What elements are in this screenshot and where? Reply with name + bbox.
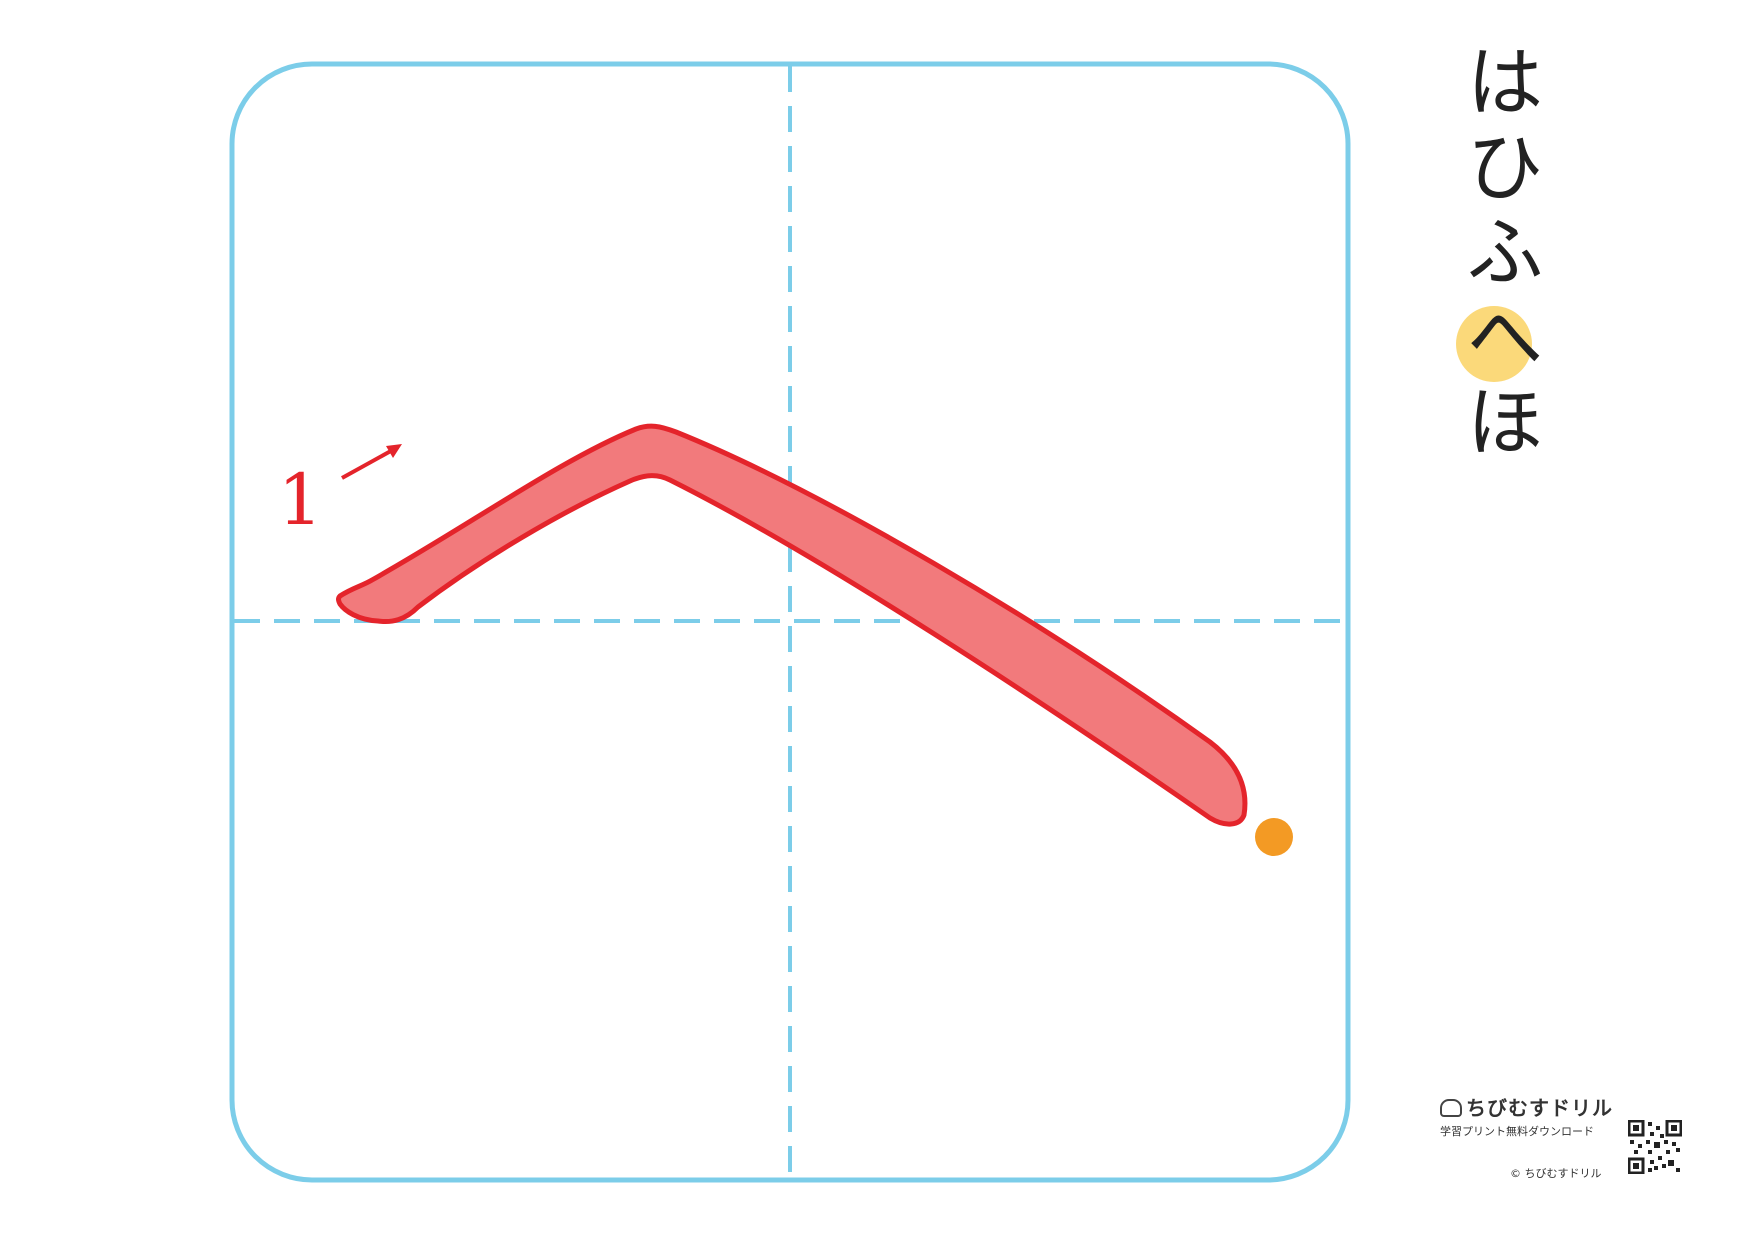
kana-row-char: ひ (1467, 123, 1543, 212)
end-dot-icon (1255, 818, 1293, 856)
mascot-icon (1440, 1099, 1462, 1117)
brand-name: ちびむすドリル (1440, 1092, 1620, 1121)
highlight-circle (1456, 306, 1532, 382)
kana-row-char: ほ (1467, 378, 1543, 467)
qr-code-icon (1628, 1120, 1682, 1174)
copyright-text: © ちびむすドリル (1510, 1167, 1602, 1180)
brand-block: ちびむすドリル 学習プリント無料ダウンロード (1440, 1092, 1620, 1139)
arrow-up-right-icon (341, 444, 402, 480)
practice-square-border (229, 61, 1351, 1183)
brand-tagline: 学習プリント無料ダウンロード (1440, 1125, 1594, 1138)
kana-row-char-current: へ (1467, 293, 1543, 382)
brand-name-text: ちびむすドリル (1466, 1096, 1613, 1120)
stroke-number-1: 1 (278, 459, 323, 541)
kana-row-char: ふ (1467, 208, 1543, 297)
kana-row-char: は (1467, 38, 1543, 127)
stroke-1 (336, 423, 1248, 827)
